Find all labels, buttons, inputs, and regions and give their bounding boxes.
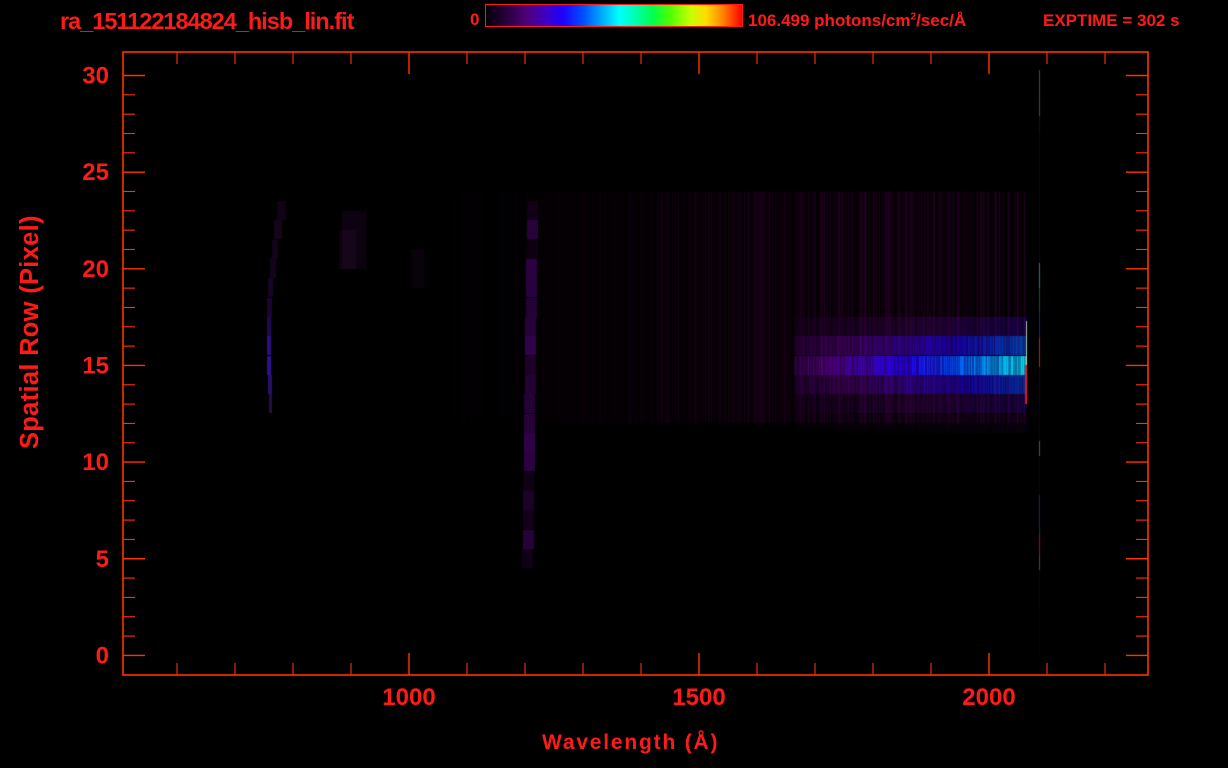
svg-text:0: 0 — [96, 642, 109, 669]
svg-text:1000: 1000 — [382, 684, 435, 711]
svg-text:10: 10 — [82, 449, 109, 476]
svg-text:1500: 1500 — [672, 684, 725, 711]
svg-text:2000: 2000 — [962, 684, 1015, 711]
svg-text:5: 5 — [96, 546, 109, 573]
svg-text:25: 25 — [82, 159, 109, 186]
svg-text:30: 30 — [82, 63, 109, 90]
svg-text:15: 15 — [82, 352, 109, 379]
svg-text:20: 20 — [82, 256, 109, 283]
